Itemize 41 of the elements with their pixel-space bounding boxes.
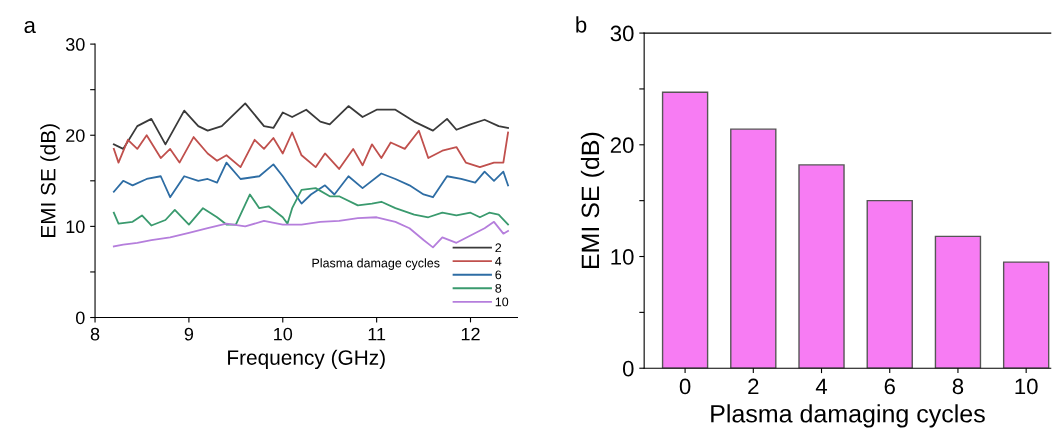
y-tick-label: 10: [66, 220, 85, 234]
bar: [661, 91, 709, 369]
bar: [730, 128, 777, 369]
x-tick-label: 10: [274, 327, 293, 341]
y-tick-label: 0: [75, 311, 85, 325]
legend-label: 10: [495, 297, 509, 307]
bar: [798, 164, 845, 369]
legend-label: 4: [495, 256, 502, 266]
line-series: [112, 187, 509, 227]
legend-label: 8: [495, 283, 502, 293]
x-tick-label: 10: [1015, 378, 1038, 395]
bar: [934, 235, 982, 369]
x-tick-label: 12: [461, 327, 480, 341]
legend-label: 6: [495, 270, 502, 280]
x-tick-label: 8: [90, 327, 100, 341]
y-tick-label: 10: [611, 249, 634, 265]
x-tick-label: 4: [815, 378, 828, 395]
bar: [1002, 261, 1050, 369]
x-tick-label: 6: [884, 378, 895, 395]
line-series: [112, 102, 509, 150]
y-tick-label: 30: [65, 38, 85, 51]
y-tick-label: 30: [610, 25, 634, 42]
y-tick-label: 0: [622, 360, 634, 377]
text: b: [576, 16, 587, 33]
x-axis-title: Plasma damaging cycles: [711, 404, 985, 428]
x-tick-label: 11: [368, 327, 386, 341]
x-tick-label: 2: [748, 378, 759, 395]
text: a: [24, 20, 36, 34]
y-axis-title: EMI SE (dB): [580, 132, 605, 269]
legend-label: 2: [495, 243, 502, 253]
y-axis-title: EMI SE (dB): [40, 124, 60, 237]
x-axis-title: Frequency (GHz): [228, 349, 385, 370]
line-series: [112, 161, 509, 205]
line-series: [112, 129, 509, 170]
bar: [866, 199, 913, 369]
legend-title: Plasma damage cycles: [312, 258, 440, 270]
y-tick-label: 20: [66, 129, 85, 142]
x-tick-label: 9: [184, 327, 194, 341]
y-tick-label: 20: [610, 137, 634, 154]
x-tick-label: 8: [952, 378, 964, 395]
x-tick-label: 0: [679, 378, 691, 395]
